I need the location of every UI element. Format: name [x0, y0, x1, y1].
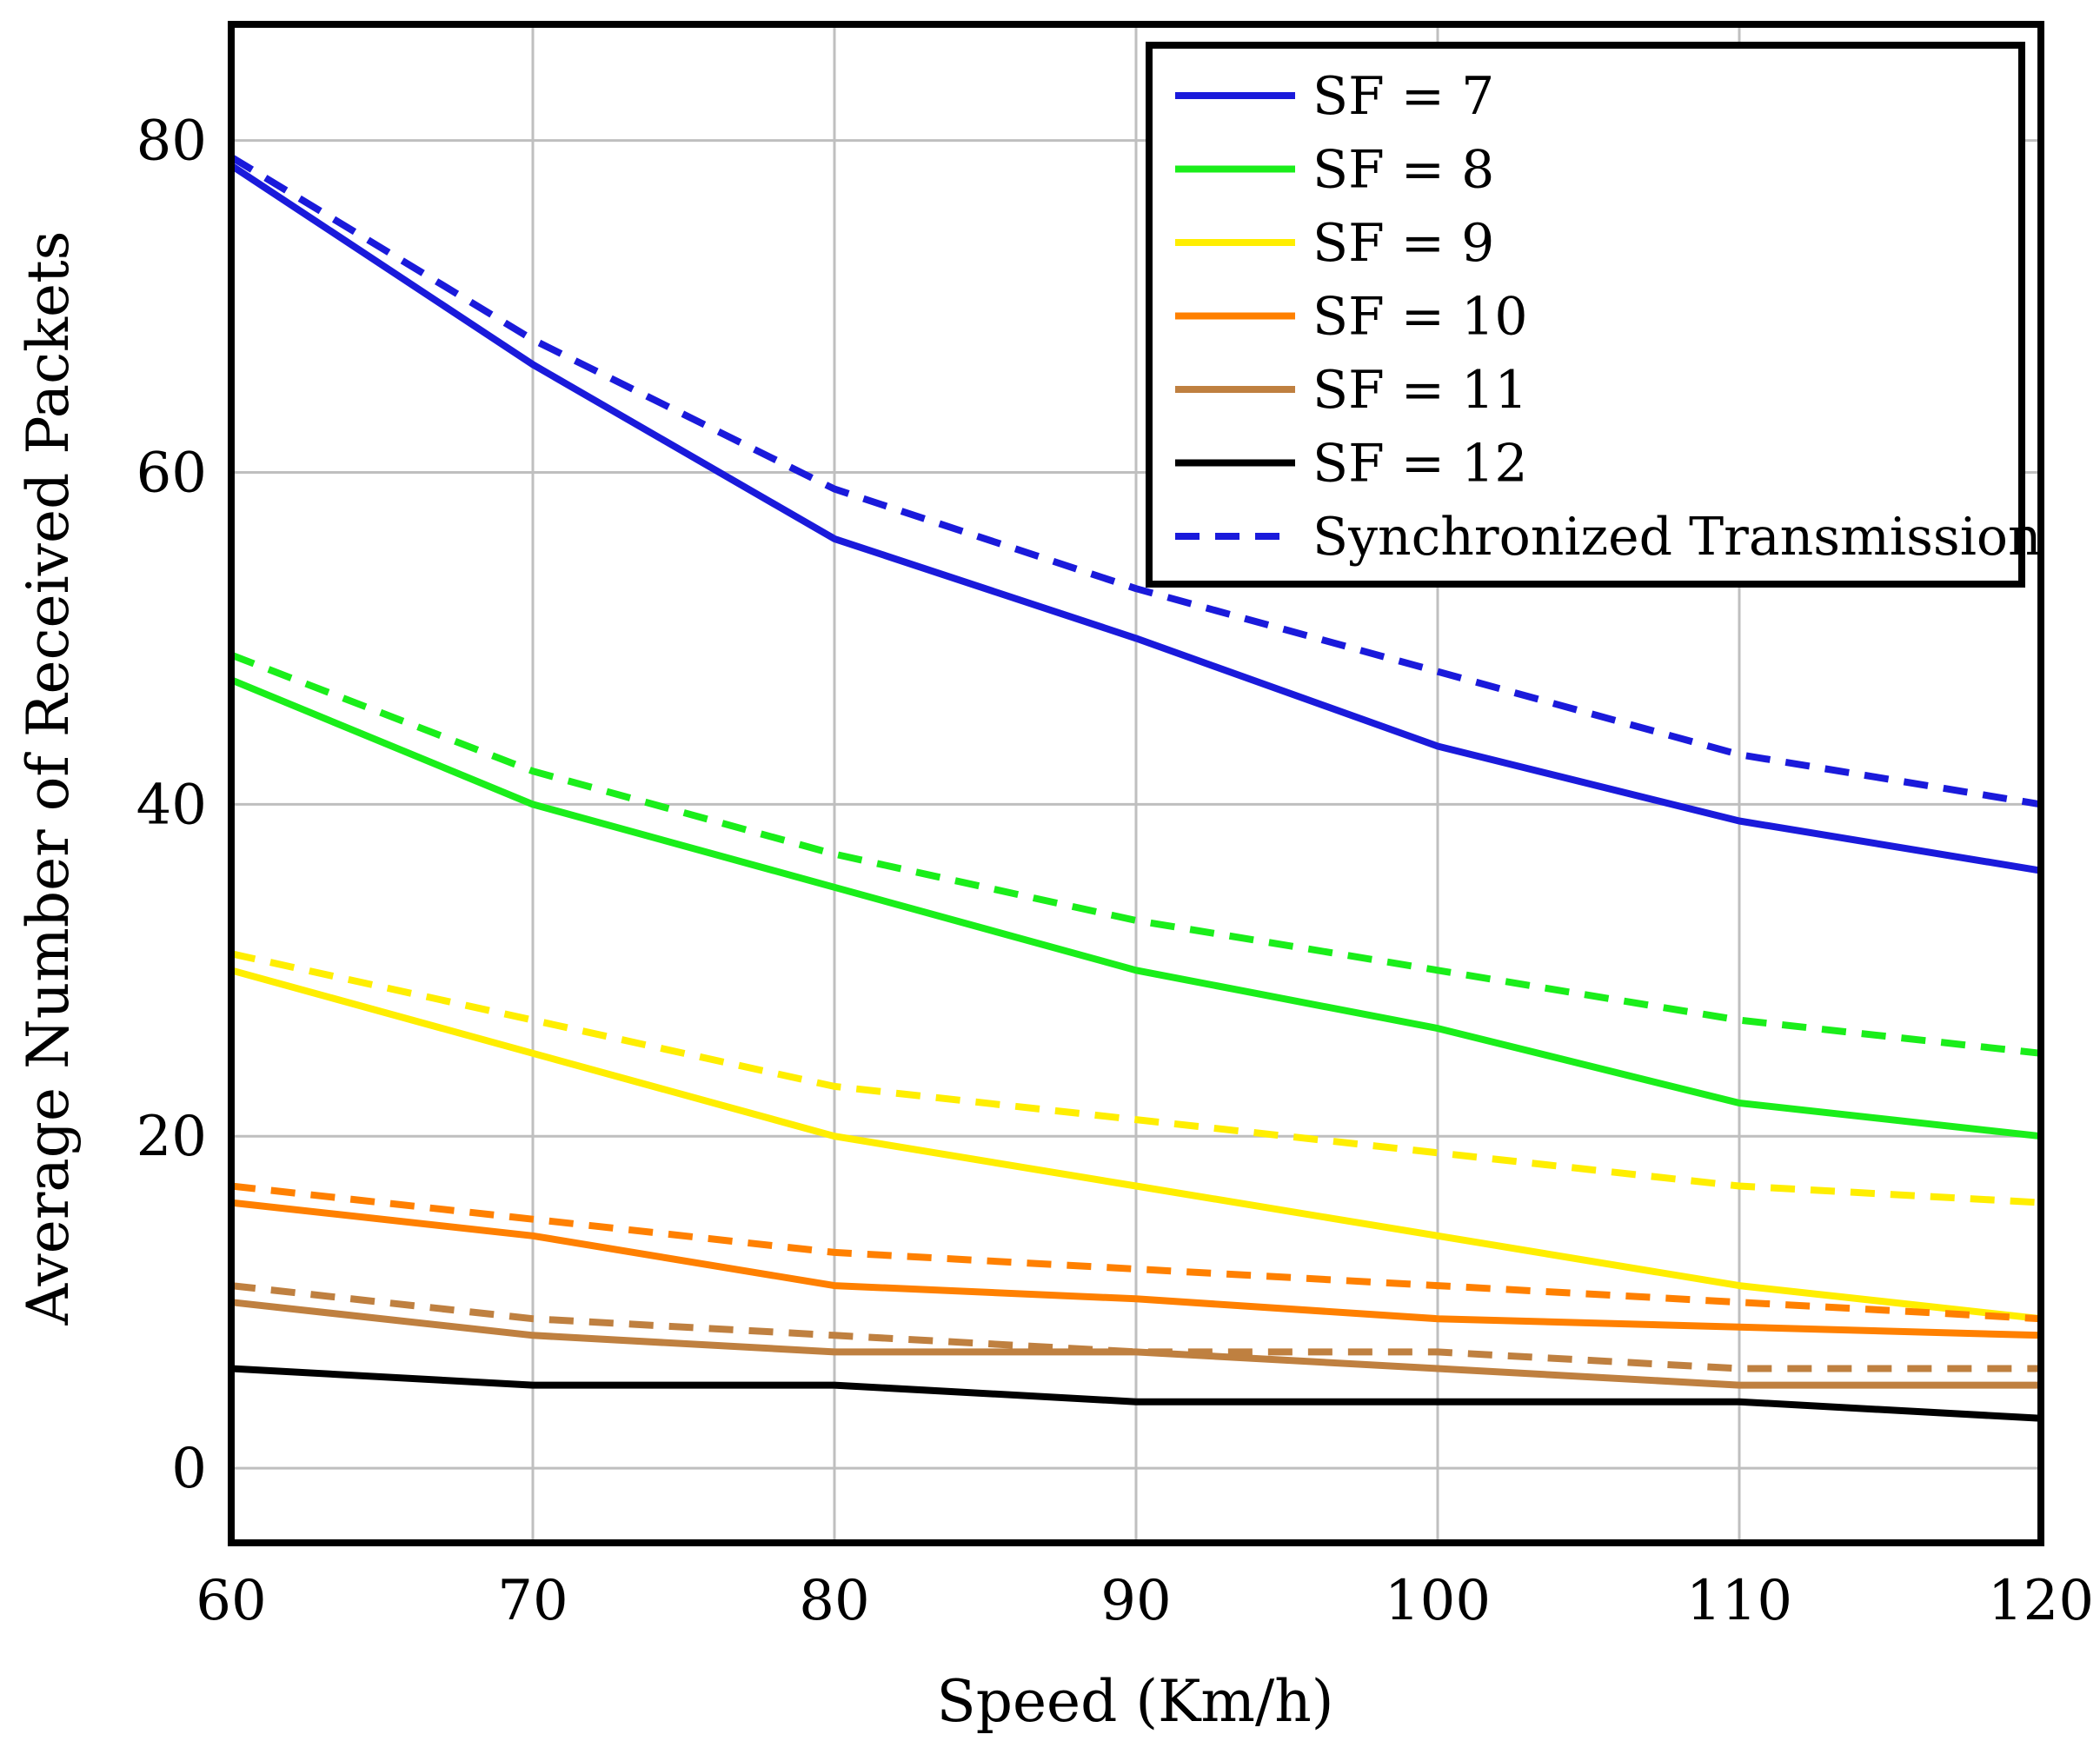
series-lines: [229, 154, 2042, 1422]
x-axis-title: Speed (Km/h): [937, 1668, 1334, 1735]
x-tick-label: 120: [1988, 1569, 2094, 1633]
legend-label: SF = 11: [1312, 360, 1528, 421]
x-tick-label: 60: [196, 1569, 266, 1633]
series-line-3: [229, 967, 2042, 1323]
series-line-4: [230, 1199, 2042, 1339]
y-axis-title: Average Number of Received Packets: [15, 231, 82, 1326]
legend-label: SF = 10: [1312, 287, 1528, 348]
legend-label: SF = 8: [1312, 140, 1494, 201]
legend-label: SF = 12: [1312, 434, 1528, 495]
x-tick-label: 70: [497, 1569, 568, 1633]
x-tick-label: 100: [1385, 1569, 1491, 1633]
x-tick-label: 90: [1100, 1569, 1171, 1633]
y-axis-ticks: 0 20 40 60 80: [136, 110, 207, 1501]
legend-label: Synchronized Transmission: [1312, 507, 2042, 568]
x-tick-label: 80: [799, 1569, 869, 1633]
series-line-9: [230, 950, 2042, 1206]
series-line-7: [229, 154, 2042, 808]
x-axis-ticks: 60 70 80 90 100 110 120: [196, 1569, 2094, 1633]
y-tick-label: 80: [136, 110, 207, 174]
y-tick-label: 20: [136, 1105, 207, 1169]
series-line-2: [229, 676, 2042, 1140]
y-tick-label: 0: [171, 1437, 207, 1501]
series-line-1: [229, 162, 2042, 874]
legend: SF = 7 SF = 8 SF = 9 SF = 10 SF = 11 SF = 12 S…: [1146, 42, 2042, 588]
series-line-11: [230, 1282, 2041, 1372]
legend-label: SF = 9: [1312, 213, 1494, 274]
series-line-5: [230, 1299, 2041, 1389]
x-tick-label: 110: [1686, 1569, 1792, 1633]
y-tick-label: 60: [136, 442, 207, 506]
series-line-10: [230, 1182, 2042, 1323]
legend-entries: SF = 7 SF = 8 SF = 9 SF = 10 SF = 11 SF = 12 S…: [1175, 66, 2042, 568]
series-line-6: [230, 1365, 2042, 1422]
series-line-8: [229, 651, 2042, 1057]
legend-label: SF = 7: [1312, 66, 1494, 127]
plot-frame: [228, 21, 2044, 1546]
y-tick-label: 40: [136, 773, 207, 837]
